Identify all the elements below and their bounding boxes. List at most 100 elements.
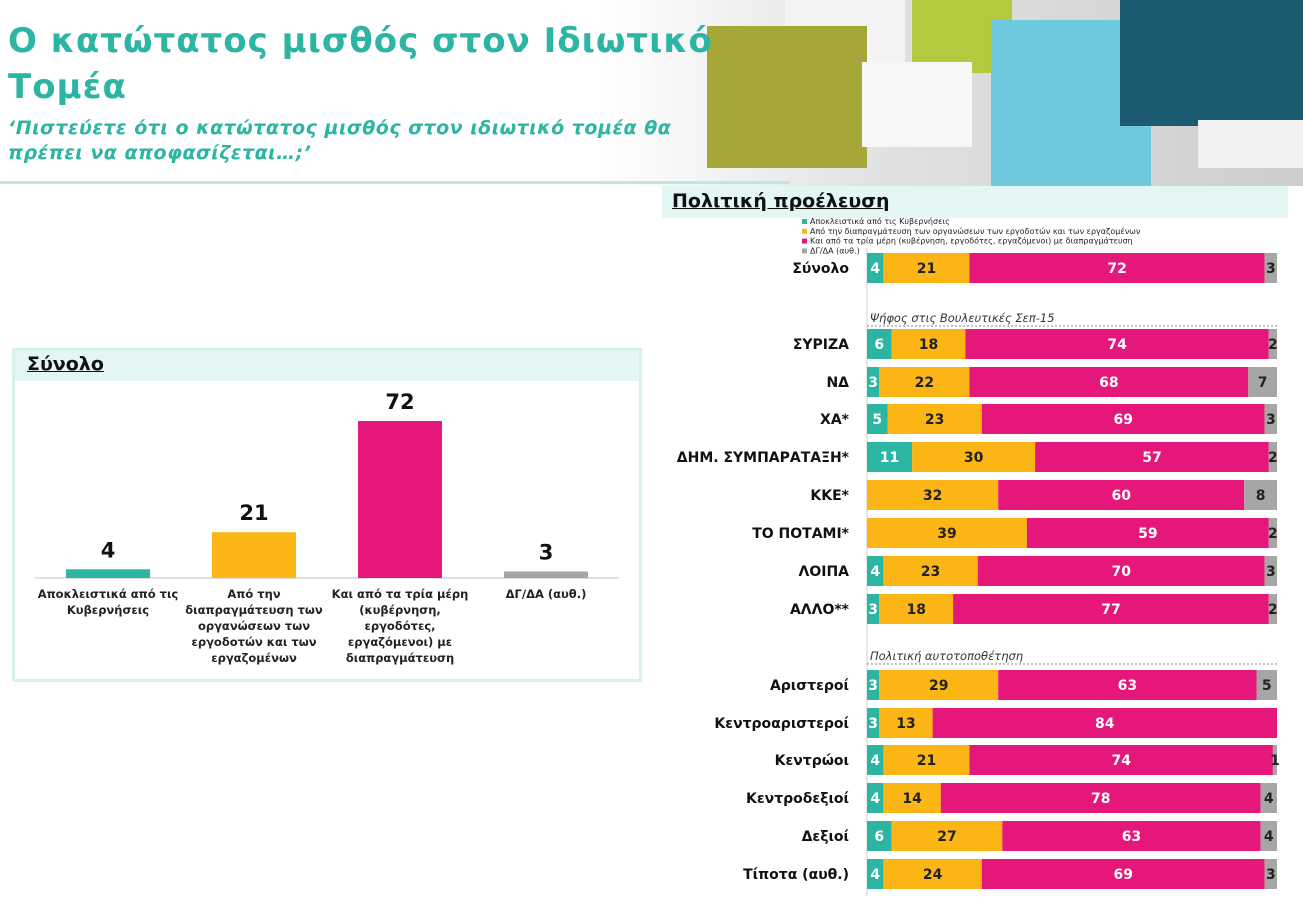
bar-segment	[965, 329, 1269, 359]
bar-1	[66, 569, 150, 578]
segment-value-label: 1	[1270, 753, 1280, 769]
segment-value-label: 39	[937, 526, 956, 542]
row-label: Αριστεροί	[770, 678, 849, 694]
legend-swatch	[802, 248, 807, 254]
bar-segment	[879, 594, 954, 624]
category-label: Από την διαπραγμάτευση των οργανώσεων των ε…	[185, 587, 323, 665]
bar-segment	[867, 670, 880, 700]
segment-value-label: 3	[868, 375, 878, 391]
bar-segment	[879, 670, 999, 700]
bar-segment	[1244, 480, 1277, 510]
bar-segment	[1248, 367, 1277, 397]
segment-value-label: 3	[1266, 412, 1276, 428]
page-subtitle: ‘Πιστεύετε ότι ο κατώτατος μισθός στον ι…	[8, 117, 672, 164]
segment-value-label: 3	[868, 716, 878, 732]
category-label: ΔΓ/ΔΑ (αυθ.)	[506, 587, 587, 601]
decorative-square-navy	[1120, 0, 1303, 126]
decorative-square-pale	[1198, 120, 1303, 168]
segment-value-label: 3	[1266, 867, 1276, 883]
segment-value-label: 74	[1111, 753, 1131, 769]
bar-segment	[998, 670, 1257, 700]
segment-value-label: 4	[870, 753, 880, 769]
legend-swatch	[802, 228, 807, 234]
bar-segment	[879, 367, 970, 397]
row-label: Δεξιοί	[802, 829, 849, 845]
segment-value-label: 23	[921, 564, 940, 580]
segment-value-label: 8	[1256, 488, 1266, 504]
bar-segment	[969, 253, 1265, 283]
segment-value-label: 63	[1118, 678, 1137, 694]
segment-value-label: 3	[868, 678, 878, 694]
segment-value-label: 74	[1107, 337, 1127, 353]
segment-value-label: 3	[1266, 564, 1276, 580]
legend-label: Αποκλειστικά από τις Κυβερνήσεις	[810, 216, 950, 226]
segment-value-label: 77	[1101, 602, 1120, 618]
bar-4	[504, 571, 588, 578]
segment-value-label: 78	[1091, 791, 1110, 807]
segment-value-label: 68	[1099, 375, 1118, 391]
segment-value-label: 21	[917, 753, 936, 769]
segment-value-label: 6	[874, 829, 884, 845]
segment-value-label: 13	[896, 716, 915, 732]
bar-segment	[879, 708, 933, 738]
row-label: Κεντροδεξιοί	[746, 791, 849, 807]
bar-segment	[940, 783, 1261, 813]
bar-segment	[867, 518, 1027, 548]
row-label: Κεντρώοι	[775, 753, 849, 769]
segment-value-label: 60	[1111, 488, 1131, 504]
bar-segment	[1260, 821, 1277, 851]
political-origin-panel: Πολιτική προέλευση Αποκλειστικά από τις …	[662, 186, 1288, 906]
segment-value-label: 23	[925, 412, 944, 428]
segment-value-label: 24	[923, 867, 943, 883]
bar-segment	[867, 783, 884, 813]
segment-value-label: 4	[870, 261, 880, 277]
bar-segment	[883, 745, 970, 775]
bar-segment	[1002, 821, 1261, 851]
bar-value-label: 72	[385, 390, 414, 414]
total-chart-title: Σύνολο	[27, 353, 104, 375]
bar-2	[212, 532, 296, 578]
row-label: ΔΗΜ. ΣΥΜΠΑΡΑΤΑΞΗ*	[677, 450, 850, 466]
row-label: ΑΛΛΟ**	[790, 602, 850, 618]
bar-segment	[981, 859, 1265, 889]
segment-value-label: 2	[1268, 602, 1278, 618]
bar-segment	[1035, 442, 1269, 472]
bar-segment	[1272, 745, 1277, 775]
bar-segment	[867, 404, 888, 434]
total-bar-chart: 4 Αποκλειστικά από τις Κυβερνήσεις 21 Από τη…	[35, 390, 619, 665]
segment-value-label: 59	[1138, 526, 1157, 542]
bar-segment	[1264, 556, 1277, 586]
bar-segment	[867, 480, 999, 510]
bar-segment	[1268, 594, 1277, 624]
bar-segment	[867, 556, 884, 586]
row-label: Κεντροαριστεροί	[714, 716, 849, 732]
bar-value-label: 4	[101, 538, 116, 562]
segment-value-label: 3	[1266, 261, 1276, 277]
segment-value-label: 29	[929, 678, 948, 694]
segment-value-label: 3	[868, 602, 878, 618]
bar-segment	[883, 556, 978, 586]
legend-label: Και από τα τρία μέρη (κυβέρνηση, εργοδότ…	[810, 236, 1133, 246]
bar-segment	[867, 329, 892, 359]
segment-value-label: 63	[1122, 829, 1141, 845]
segment-value-label: 4	[870, 791, 880, 807]
bar-value-label: 21	[239, 501, 268, 525]
bar-segment	[883, 859, 982, 889]
segment-value-label: 2	[1268, 450, 1278, 466]
row-label: ΛΟΙΠΑ	[799, 564, 850, 580]
category-label: Και από τα τρία μέρη (κυβέρνηση, εργοδότες…	[332, 587, 469, 665]
segment-value-label: 2	[1268, 526, 1278, 542]
decorative-square-olive	[707, 26, 867, 168]
legend-label: ΔΓ/ΔΑ (αυθ.)	[810, 246, 860, 255]
bar-segment	[969, 367, 1249, 397]
bar-segment	[891, 821, 1003, 851]
segment-value-label: 70	[1111, 564, 1131, 580]
political-origin-title: Πολιτική προέλευση	[672, 190, 890, 212]
bar-segment	[1268, 518, 1277, 548]
segment-value-label: 72	[1107, 261, 1126, 277]
segment-value-label: 4	[1264, 829, 1274, 845]
political-origin-header	[662, 186, 1288, 218]
row-label: Σύνολο	[792, 261, 849, 277]
bar-segment	[867, 594, 880, 624]
